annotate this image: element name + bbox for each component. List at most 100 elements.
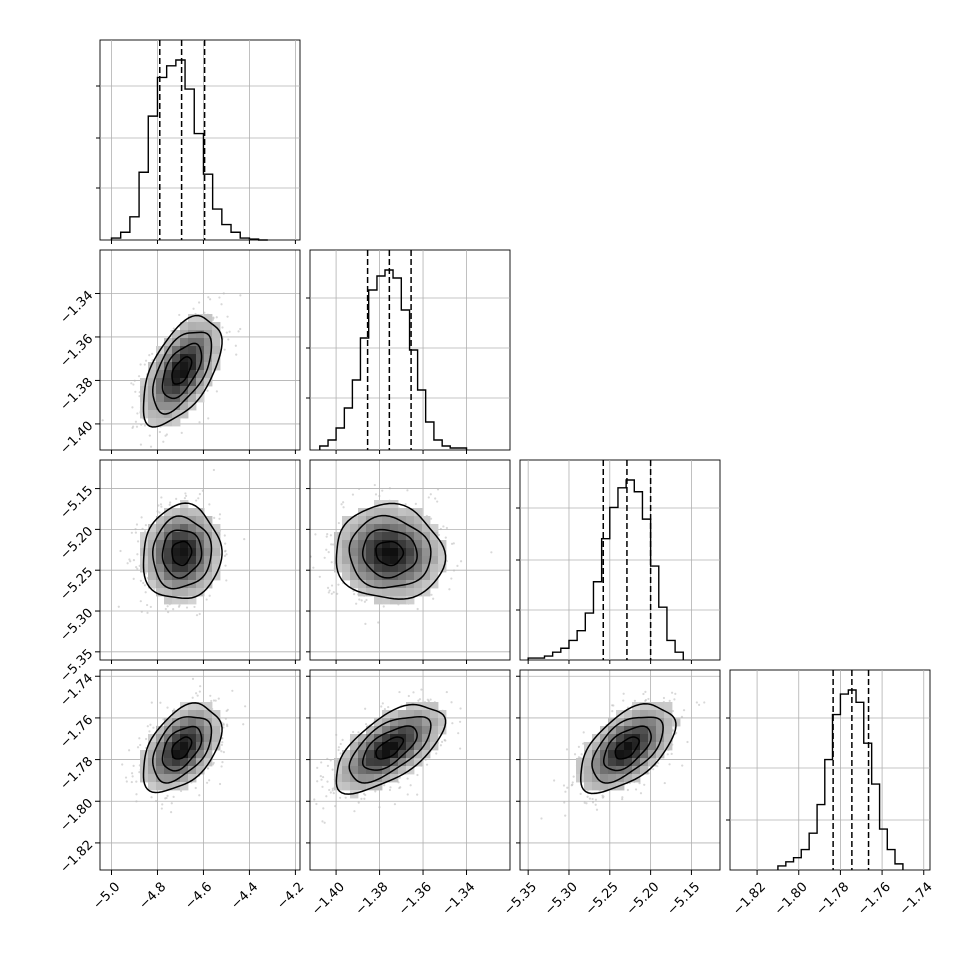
scatter-point (217, 697, 220, 700)
scatter-point (184, 494, 188, 498)
scatter-point (662, 696, 666, 700)
density-cell (608, 758, 617, 767)
density-cell (406, 726, 415, 735)
density-cell (366, 580, 375, 589)
density-cell (196, 338, 205, 347)
density-cell (398, 516, 407, 525)
density-cell (156, 410, 165, 419)
density-cell (406, 750, 415, 759)
density-cell (438, 548, 447, 557)
density-cell (382, 564, 391, 573)
density-cell (140, 378, 149, 387)
density-cell (406, 702, 415, 711)
density-cell (180, 556, 189, 565)
density-cell (350, 548, 359, 557)
density-cell (180, 378, 189, 387)
density-cell (212, 540, 221, 549)
scatter-point (451, 722, 454, 725)
scatter-point (140, 610, 143, 613)
density-cell (422, 564, 431, 573)
contour-line (161, 725, 203, 772)
scatter-point (222, 751, 225, 754)
scatter-point (144, 572, 147, 575)
density-cell (592, 782, 601, 791)
density-cell (632, 718, 641, 727)
pair-content (100, 670, 300, 870)
density-cell (374, 524, 383, 533)
density-cell (374, 532, 383, 541)
density-cell (584, 774, 593, 783)
scatter-point (191, 696, 194, 699)
scatter-point (140, 516, 143, 519)
contour-line (142, 702, 223, 794)
density-cell (624, 742, 633, 751)
scatter-point (151, 352, 154, 355)
density-cell (188, 386, 197, 395)
scatter-point (207, 296, 210, 299)
density-cell (156, 524, 165, 533)
scatter-point (330, 561, 333, 564)
scatter-point (388, 487, 391, 490)
density-cell (366, 532, 375, 541)
scatter-point (231, 689, 234, 692)
y-tick-label: −5.25 (58, 565, 97, 604)
density-cell (172, 330, 181, 339)
density-cell (172, 734, 181, 743)
scatter-point (169, 501, 172, 504)
density-cell (422, 580, 431, 589)
density-cell (188, 588, 197, 597)
density-cell (398, 524, 407, 533)
scatter-point (598, 790, 601, 793)
scatter-point (220, 765, 223, 768)
density-cell (374, 588, 383, 597)
density-cell (390, 588, 399, 597)
density-cell (180, 710, 189, 719)
density-cell (592, 742, 601, 751)
scatter-point (207, 767, 210, 770)
scatter-point (663, 781, 666, 785)
scatter-point (582, 731, 585, 734)
density-cell (180, 758, 189, 767)
x-tick-label: −5.0 (90, 880, 123, 913)
scatter-point (564, 814, 567, 817)
density-cell (616, 750, 625, 759)
scatter-point (459, 560, 463, 563)
density-cell (164, 540, 173, 549)
scatter-point (303, 556, 305, 558)
density-cell (204, 370, 213, 379)
scatter-point (323, 556, 326, 559)
density-cell (180, 588, 189, 597)
scatter-point (582, 742, 585, 745)
density-cell (398, 766, 407, 775)
density-cell (382, 516, 391, 525)
density-cell (358, 742, 367, 751)
hist-frame (729, 669, 931, 871)
scatter-point (580, 753, 583, 756)
y-tick-label: −5.30 (58, 606, 97, 645)
density-cell (188, 508, 197, 517)
contour-line (142, 502, 223, 600)
density-cell (656, 742, 665, 751)
scatter-point (124, 776, 128, 779)
scatter-point (164, 434, 167, 437)
density-cell (592, 734, 601, 743)
density-cell (422, 548, 431, 557)
density-cell (188, 750, 197, 759)
scatter-point (244, 705, 247, 708)
density-cell (430, 580, 439, 589)
density-cell (350, 580, 359, 589)
x-tick-label: −5.35 (501, 880, 540, 919)
density-cell (172, 418, 181, 427)
density-cell (422, 524, 431, 533)
scatter-point (198, 690, 201, 693)
density-cell (212, 354, 221, 363)
density-cell (180, 596, 189, 605)
density-cell (624, 766, 633, 775)
scatter-point (325, 548, 328, 551)
scatter-point (159, 701, 162, 704)
density-cell (366, 782, 375, 791)
density-cell (430, 710, 439, 719)
density-cell (196, 548, 205, 557)
density-cell (148, 782, 157, 791)
density-cell (584, 758, 593, 767)
